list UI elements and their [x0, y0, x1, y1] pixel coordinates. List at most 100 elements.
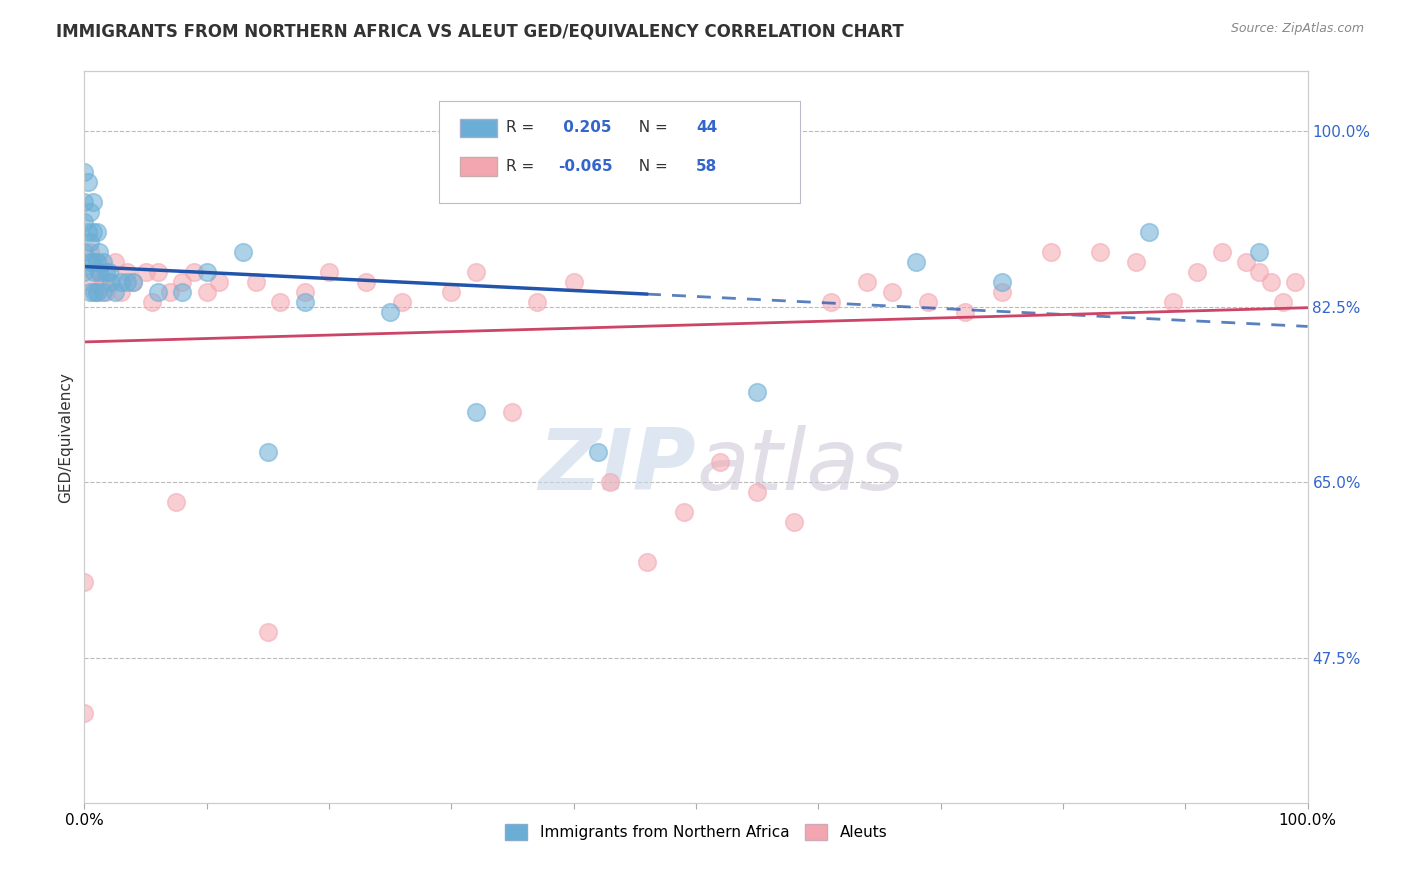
Point [73, 214, 96, 228]
Point [636, 555, 658, 569]
Point [141, 294, 163, 309]
Point [354, 275, 377, 289]
Point [122, 275, 145, 289]
Point [159, 285, 181, 299]
Point [747, 485, 769, 500]
Point [86, 285, 108, 299]
Point [783, 515, 806, 529]
Point [104, 285, 127, 299]
FancyBboxPatch shape [439, 101, 800, 203]
Point [79, 204, 101, 219]
Point [86, 285, 108, 299]
Point [96, 285, 118, 299]
Point [73, 706, 96, 720]
Point [672, 505, 695, 519]
Point [820, 294, 842, 309]
Point [100, 275, 122, 289]
Point [79, 254, 101, 268]
Point [1260, 275, 1282, 289]
Point [257, 625, 280, 640]
Point [73, 194, 96, 209]
Point [91, 285, 114, 299]
Point [562, 275, 585, 289]
Point [195, 285, 218, 299]
Point [79, 235, 101, 249]
Point [856, 275, 879, 289]
Text: 0.205: 0.205 [558, 120, 612, 136]
Bar [460, 119, 496, 136]
Point [232, 244, 254, 259]
Point [1187, 265, 1209, 279]
Point [991, 275, 1014, 289]
Text: R =: R = [506, 159, 540, 174]
Point [380, 305, 402, 319]
Text: N =: N = [628, 159, 672, 174]
Point [77, 175, 100, 189]
Point [1161, 294, 1184, 309]
Point [115, 265, 138, 279]
Point [83, 265, 105, 279]
Point [1247, 244, 1270, 259]
Point [917, 294, 939, 309]
Point [1236, 254, 1258, 268]
Point [1039, 244, 1062, 259]
Y-axis label: GED/Equivalency: GED/Equivalency [58, 372, 73, 502]
Text: atlas: atlas [696, 425, 904, 508]
Point [146, 265, 169, 279]
Point [953, 305, 976, 319]
Point [115, 275, 138, 289]
Point [86, 225, 108, 239]
Point [502, 405, 524, 419]
Point [709, 455, 731, 469]
Point [1272, 294, 1295, 309]
Point [82, 194, 104, 209]
Point [464, 265, 486, 279]
Point [318, 265, 340, 279]
Point [586, 445, 609, 459]
Point [172, 275, 194, 289]
Bar [460, 157, 496, 176]
Point [269, 294, 291, 309]
Point [73, 244, 96, 259]
Point [83, 285, 105, 299]
Point [991, 285, 1014, 299]
Text: Source: ZipAtlas.com: Source: ZipAtlas.com [1230, 22, 1364, 36]
Text: IMMIGRANTS FROM NORTHERN AFRICA VS ALEUT GED/EQUIVALENCY CORRELATION CHART: IMMIGRANTS FROM NORTHERN AFRICA VS ALEUT… [56, 22, 904, 40]
Point [87, 265, 110, 279]
Point [195, 265, 218, 279]
Point [135, 265, 157, 279]
Point [880, 285, 903, 299]
Text: R =: R = [506, 120, 540, 136]
Point [79, 285, 101, 299]
Text: ZIP: ZIP [538, 425, 696, 508]
Point [77, 225, 100, 239]
Point [91, 254, 114, 268]
Point [87, 265, 110, 279]
Legend: Immigrants from Northern Africa, Aleuts: Immigrants from Northern Africa, Aleuts [498, 818, 894, 847]
Point [73, 265, 96, 279]
Point [208, 275, 231, 289]
Text: -0.065: -0.065 [558, 159, 613, 174]
Point [110, 275, 132, 289]
Point [122, 275, 145, 289]
Point [96, 265, 118, 279]
Point [1247, 265, 1270, 279]
Text: 44: 44 [696, 120, 717, 136]
Point [82, 225, 104, 239]
Point [79, 275, 101, 289]
Point [294, 285, 316, 299]
Point [747, 384, 769, 399]
Text: 58: 58 [696, 159, 717, 174]
Point [165, 495, 187, 509]
Point [82, 254, 104, 268]
Point [245, 275, 267, 289]
Point [86, 254, 108, 268]
Point [73, 164, 96, 178]
Point [104, 254, 127, 268]
Point [91, 275, 114, 289]
Point [391, 294, 413, 309]
Point [146, 285, 169, 299]
Point [73, 575, 96, 590]
Text: N =: N = [628, 120, 672, 136]
Point [464, 405, 486, 419]
